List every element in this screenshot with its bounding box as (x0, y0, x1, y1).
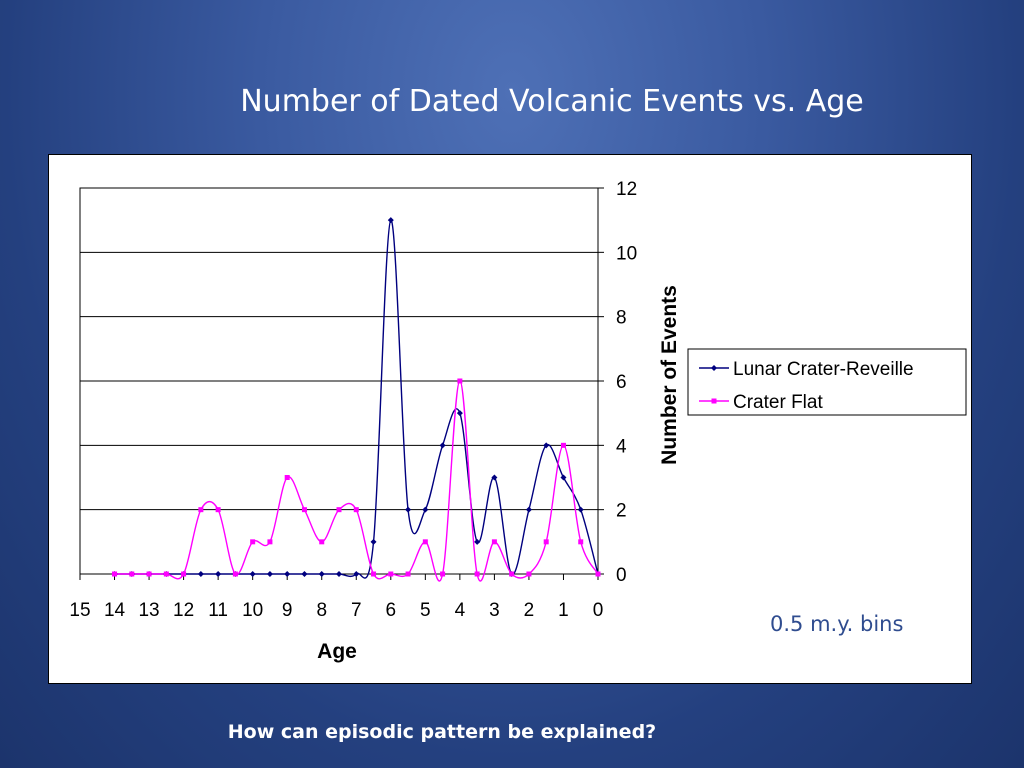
data-point (198, 507, 204, 513)
bins-note: 0.5 m.y. bins (770, 612, 904, 636)
data-point (301, 507, 307, 513)
data-point (353, 507, 359, 513)
legend-marker (711, 365, 717, 371)
data-point (318, 571, 325, 577)
data-point (232, 571, 238, 577)
series-line-1 (114, 219, 599, 579)
gridlines (80, 251, 598, 511)
data-point (509, 571, 515, 577)
data-point (284, 475, 290, 480)
data-point (163, 571, 169, 577)
y-tick-label: 0 (616, 565, 627, 586)
data-point (456, 410, 463, 417)
legend-marker (711, 398, 717, 404)
data-point (491, 474, 498, 481)
data-point (422, 539, 428, 545)
x-tick-label: 10 (242, 600, 263, 621)
data-point (129, 571, 135, 577)
data-point (457, 378, 463, 384)
axes (79, 187, 604, 580)
data-point (250, 539, 256, 545)
data-point (422, 506, 429, 513)
data-point (560, 442, 566, 448)
data-point (388, 571, 394, 577)
series-markers (111, 217, 601, 577)
y-tick-label: 4 (616, 436, 627, 457)
y-tick-label: 8 (616, 308, 627, 329)
data-point (266, 571, 273, 577)
x-tick-label: 7 (351, 600, 362, 621)
x-tick-label: 15 (69, 600, 90, 621)
x-tick-label: 14 (104, 600, 126, 621)
data-point (387, 217, 394, 224)
x-tick-label: 9 (282, 600, 293, 621)
y-tick-label: 6 (616, 372, 627, 393)
data-point (560, 474, 567, 481)
y-tick-label: 2 (616, 501, 627, 522)
data-point (491, 539, 497, 545)
data-point (353, 571, 360, 577)
chart-panel: 0 2 4 6 8 10 12 15 14 13 12 11 10 9 8 7 6 5 4 3 2 1 0 Age Numb… (48, 154, 972, 684)
x-tick-label: 4 (455, 600, 466, 621)
x-axis-title: Age (317, 640, 357, 663)
data-point (440, 571, 446, 577)
x-tick-label: 5 (420, 600, 431, 621)
y-tick-label: 12 (616, 179, 637, 200)
data-point (370, 538, 377, 545)
x-tick-label: 6 (386, 600, 397, 621)
x-tick-label: 3 (489, 600, 500, 621)
legend-label: Lunar Crater-Reveille (733, 359, 914, 380)
data-point (112, 571, 118, 577)
data-point (578, 539, 584, 545)
data-point (439, 442, 446, 449)
data-point (301, 571, 308, 577)
x-tick-label: 13 (138, 600, 159, 621)
data-point (371, 571, 377, 577)
data-point (181, 571, 187, 577)
data-point (249, 571, 256, 577)
data-point (336, 571, 342, 577)
legend: Lunar Crater-Reveille Crater Flat (687, 348, 967, 416)
data-point (526, 571, 532, 577)
x-tick-label: 8 (316, 600, 327, 621)
bottom-question: How can episodic pattern be explained? (227, 721, 657, 743)
data-point (267, 539, 273, 545)
data-point (474, 571, 480, 577)
data-point (215, 571, 222, 577)
data-point (197, 571, 204, 577)
series-lines (114, 219, 599, 582)
series-line-2 (114, 380, 599, 582)
data-point (284, 571, 291, 577)
data-point (577, 506, 584, 513)
x-tick-label: 12 (173, 600, 194, 621)
data-point (146, 571, 152, 577)
legend-box (687, 348, 967, 416)
data-point (595, 571, 601, 577)
x-tick-label: 0 (593, 600, 604, 621)
data-point (405, 506, 412, 513)
data-point (525, 506, 532, 513)
data-point (215, 507, 221, 513)
data-point (543, 539, 549, 545)
x-tick-label: 11 (208, 600, 228, 621)
x-tick-label: 1 (558, 600, 569, 621)
data-point (474, 538, 481, 545)
data-point (405, 571, 411, 577)
y-axis-title: Number of Events (658, 285, 681, 465)
y-tick-label: 10 (616, 243, 637, 264)
legend-label: Crater Flat (733, 392, 823, 413)
data-point (336, 507, 342, 513)
data-point (543, 442, 550, 449)
data-point (319, 539, 325, 545)
slide-title: Number of Dated Volcanic Events vs. Age (240, 84, 864, 119)
x-tick-label: 2 (524, 600, 535, 621)
